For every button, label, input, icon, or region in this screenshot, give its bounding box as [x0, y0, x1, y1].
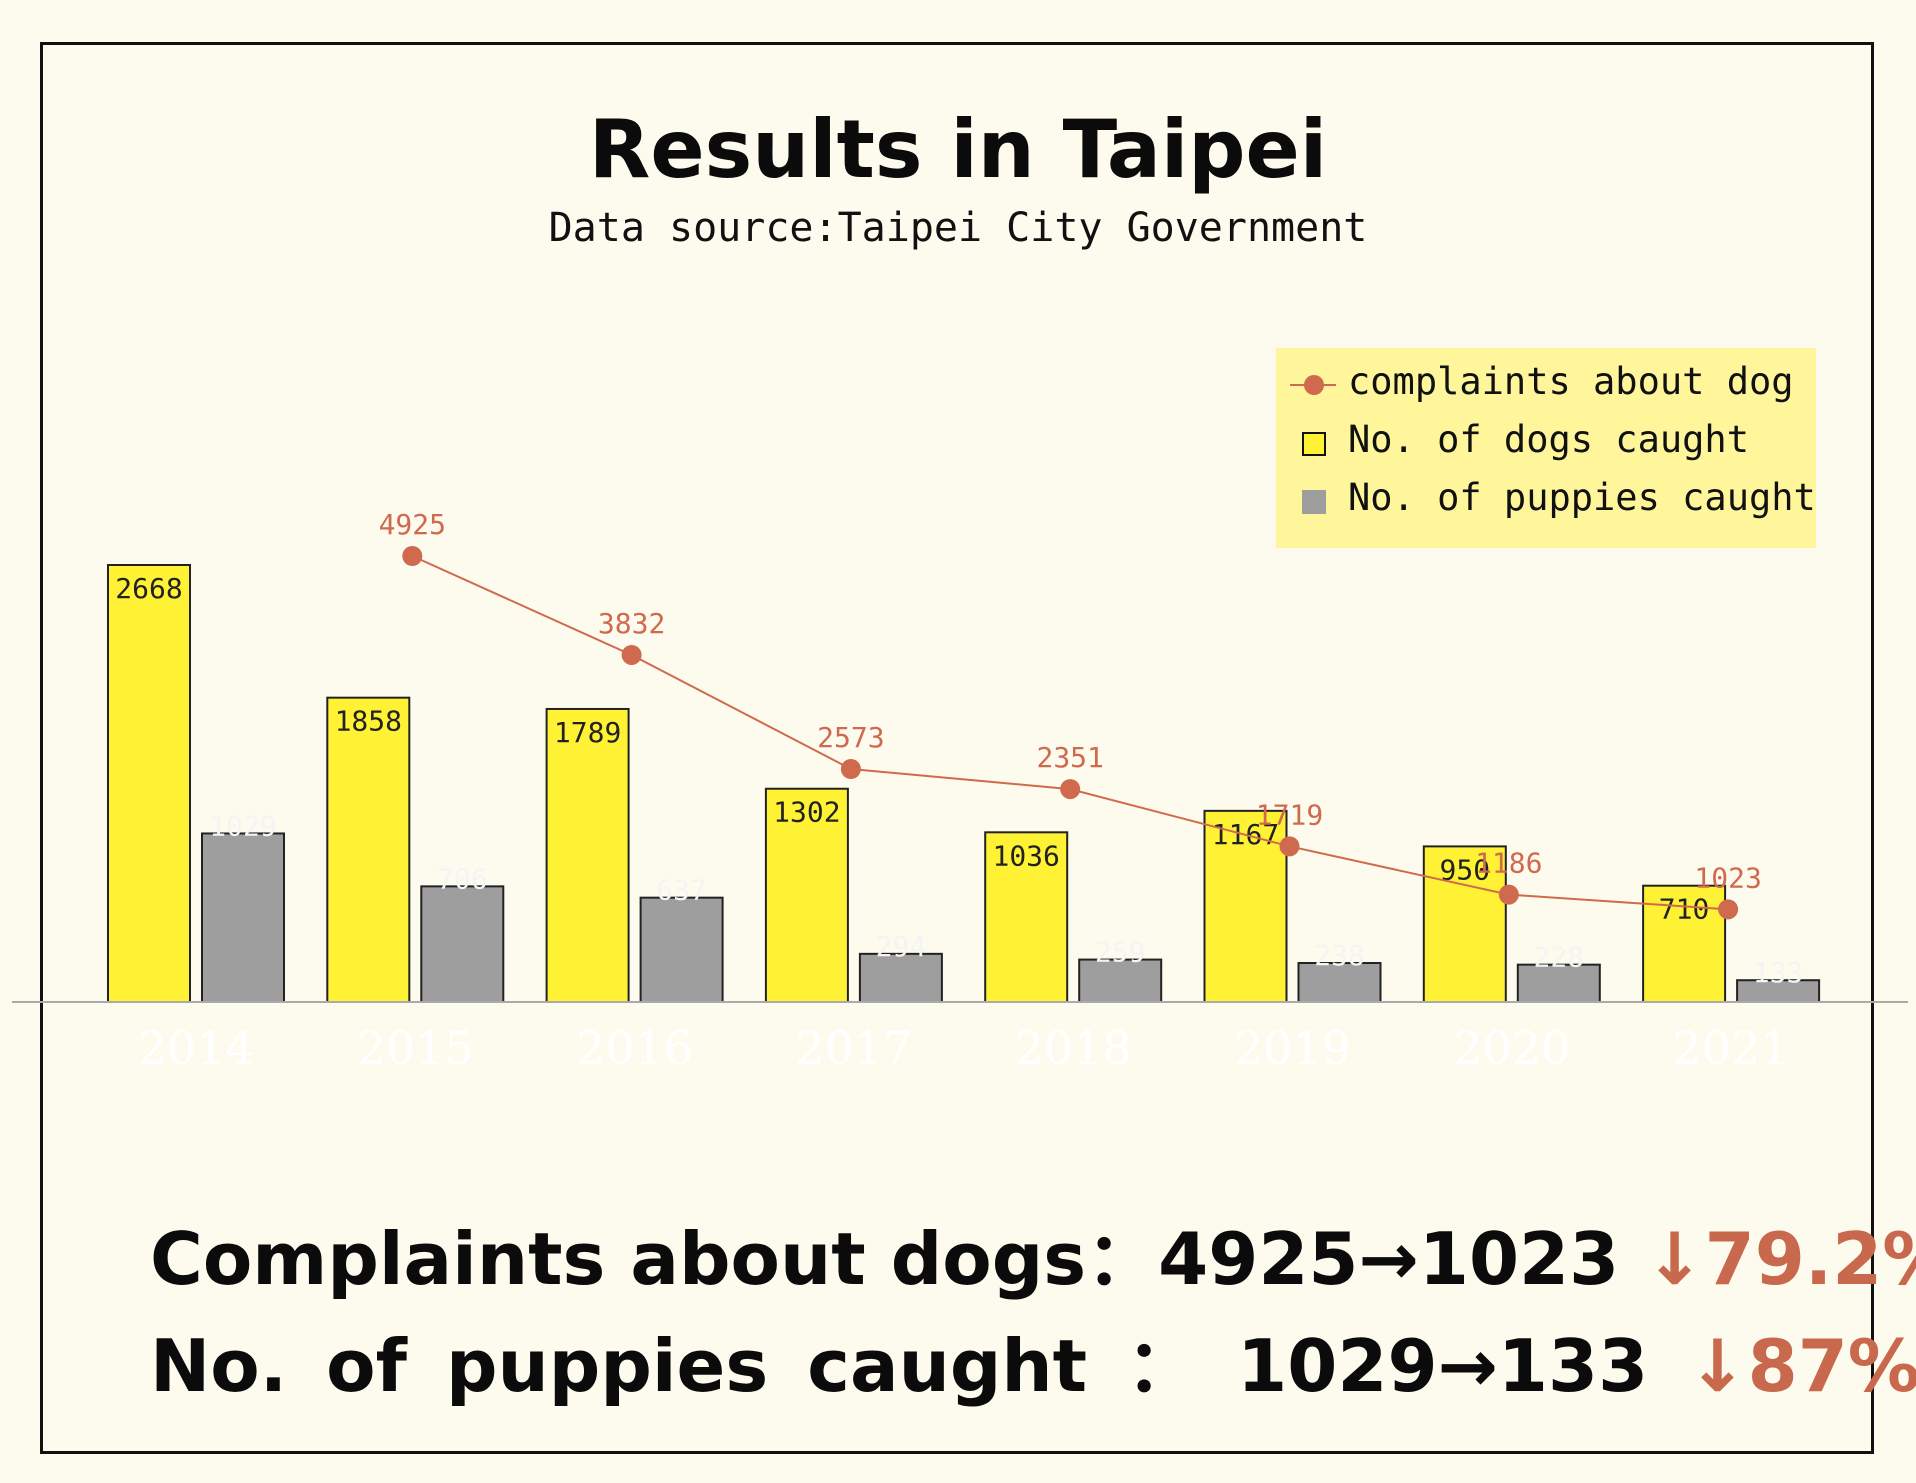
puppies-bar-label: 294 [876, 930, 927, 963]
legend-item-complaints: complaints about dog [1276, 360, 1816, 410]
puppies-bar [420, 885, 505, 1003]
x-tick-label: 2021 [1673, 1021, 1790, 1075]
dogs-bar-label: 1789 [554, 716, 621, 749]
puppies-bar-label: 238 [1314, 939, 1365, 972]
puppies-bar [1078, 958, 1163, 1003]
complaints-point-label: 1023 [1694, 861, 1761, 894]
chart-title: Results in Taipei [588, 103, 1328, 196]
dogs-bar-label: 1858 [335, 705, 402, 738]
gray-square-icon [1302, 490, 1326, 514]
legend: complaints about dog No. of dogs caught … [1276, 348, 1816, 548]
dogs-bar-label: 1036 [992, 839, 1059, 872]
complaints-point [1060, 779, 1081, 800]
complaints-point [840, 758, 861, 779]
summary-complaints: Complaints about dogs：4925→1023 ↓79.2% [150, 1200, 1916, 1305]
puppies-bar-label: 228 [1534, 941, 1585, 974]
summary-complaints-pct: ↓79.2% [1644, 1217, 1916, 1301]
puppies-bar-label: 637 [656, 874, 707, 907]
dogs-bar [984, 831, 1069, 1004]
complaints-point [1718, 899, 1739, 920]
yellow-square-icon [1302, 432, 1326, 456]
puppies-bar-label: 259 [1095, 936, 1146, 969]
complaints-point-label: 4925 [379, 508, 446, 541]
dogs-bar [107, 564, 191, 1003]
dogs-bar [545, 707, 630, 1003]
x-tick-label: 2015 [357, 1021, 474, 1075]
complaints-point-label: 3832 [598, 607, 665, 640]
puppies-bar [1516, 963, 1601, 1003]
legend-label-puppies: No. of puppies caught [1348, 476, 1816, 519]
dogs-bar [326, 696, 411, 1003]
dogs-bar-label: 1302 [773, 796, 840, 829]
complaints-point-label: 2573 [817, 721, 884, 754]
x-tick-label: 2020 [1453, 1021, 1570, 1075]
puppies-bar-label: 133 [1753, 956, 1804, 989]
complaints-point [1498, 884, 1519, 905]
puppies-bar [1297, 962, 1382, 1003]
chart-subtitle: Data source:Taipei City Government [548, 205, 1368, 251]
puppies-bar [639, 896, 724, 1004]
summary-puppies-pct: ↓87% [1687, 1324, 1916, 1408]
chart-frame [40, 42, 1874, 1454]
legend-item-puppies: No. of puppies caught [1276, 476, 1816, 526]
dogs-bar [1422, 845, 1507, 1003]
summary-complaints-text: Complaints about dogs：4925→1023 [150, 1217, 1620, 1301]
dot-marker-icon [1304, 375, 1324, 395]
puppies-bar [201, 832, 285, 1004]
dogs-bar-label: 710 [1659, 893, 1710, 926]
complaints-point [621, 644, 642, 665]
complaints-point [402, 546, 423, 566]
puppies-bar [858, 952, 943, 1004]
complaints-point [1279, 836, 1300, 857]
dogs-bar [764, 787, 849, 1004]
complaints-point-label: 1719 [1256, 798, 1323, 831]
complaints-point-label: 1186 [1475, 847, 1542, 880]
legend-item-dogs: No. of dogs caught [1276, 418, 1816, 468]
puppies-bar-label: 1029 [209, 809, 276, 842]
complaints-point-label: 2351 [1036, 741, 1103, 774]
puppies-bar-label: 706 [437, 862, 488, 895]
summary-puppies: No. of puppies caught ： 1029→133 ↓87% [150, 1307, 1916, 1412]
x-tick-label: 2018 [1015, 1021, 1132, 1075]
legend-label-dogs: No. of dogs caught [1348, 418, 1749, 461]
x-tick-label: 2019 [1234, 1021, 1351, 1075]
dogs-bar-label: 2668 [115, 572, 182, 605]
x-tick-label: 2017 [795, 1021, 912, 1075]
x-tick-label: 2014 [137, 1021, 254, 1075]
summary-puppies-text: No. of puppies caught ： 1029→133 [150, 1324, 1649, 1408]
x-tick-label: 2016 [576, 1021, 693, 1075]
legend-label-complaints: complaints about dog [1348, 360, 1794, 403]
